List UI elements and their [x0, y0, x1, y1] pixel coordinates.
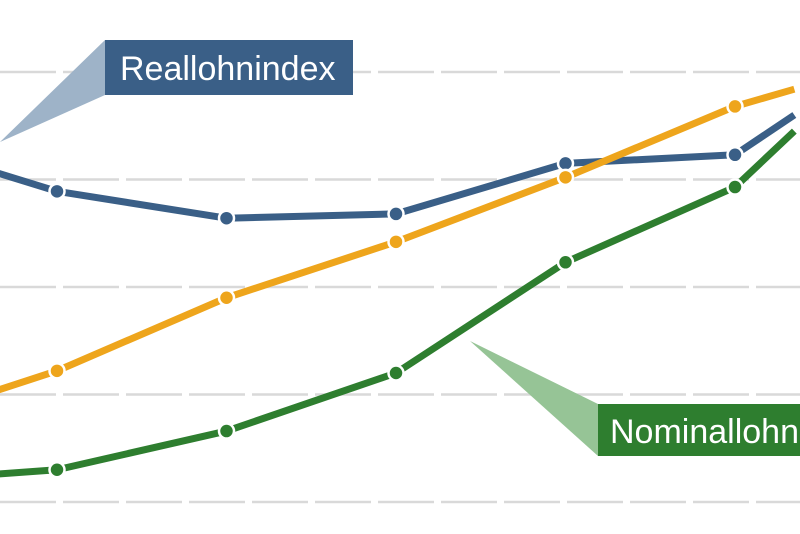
series-1-point — [387, 205, 405, 223]
series-2-point — [387, 233, 405, 251]
reallohnindex-callout-tail — [0, 40, 105, 142]
series-1-point — [726, 146, 744, 164]
series-3-point — [556, 253, 575, 272]
reallohnindex-label-box — [105, 40, 353, 95]
series-3-point — [726, 178, 744, 196]
reallohnindex-label: Reallohnindex — [120, 50, 336, 88]
series-3-point — [48, 461, 66, 479]
nominallohn-callout-tail — [470, 341, 598, 456]
callouts: Reallohnindex Nominallohn — [105, 40, 800, 456]
series-1-point — [48, 182, 66, 201]
series-2-point — [217, 289, 236, 307]
series-1-point — [217, 209, 236, 227]
series-2-point — [726, 97, 744, 116]
series-2-point — [48, 362, 66, 380]
series-points — [48, 97, 744, 479]
series-3-point — [217, 422, 236, 440]
series-3-point — [387, 364, 405, 382]
nominallohn-label-box — [598, 404, 800, 456]
nominallohn-label: Nominallohn — [610, 413, 799, 451]
series-2-point — [556, 168, 575, 187]
callout-tails — [0, 40, 598, 456]
